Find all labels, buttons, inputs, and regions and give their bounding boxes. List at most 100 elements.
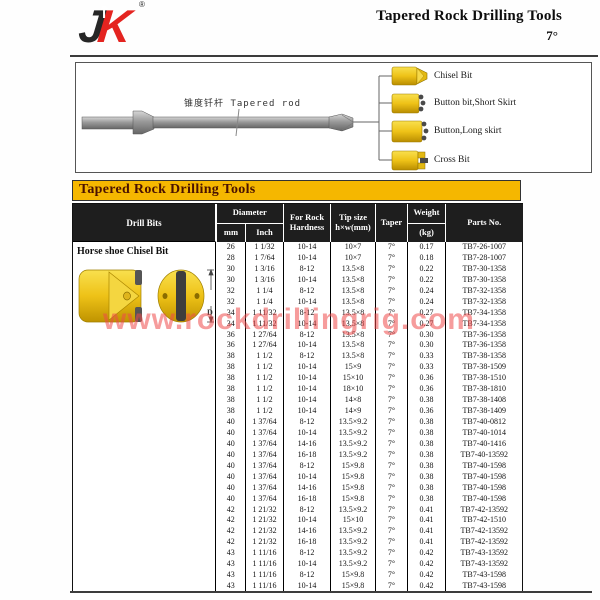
col-header-diameter: Diameter [216,204,284,224]
table-cell: 43 [226,581,235,591]
table-cell: 7° [375,449,408,461]
table-cell: 0.30 [407,340,446,352]
table-cell: 0.41 [407,504,446,516]
table-cell: 8-12 [283,307,331,319]
table-cell: 0.24 [407,296,446,308]
table-row: 32 1 1/4 8-12 13.5×8 7° 0.24 TB7-32-1358 [217,285,523,297]
dimension-line [207,268,214,324]
table-row: 40 1 37/64 8-12 13.5×9.2 7° 0.38 TB7-40-0812 [217,417,523,428]
table-row: 40 1 37/64 8-12 15×9.8 7° 0.38 TB7-40-1598 [217,460,523,472]
table-cell: 10×7 [330,252,376,264]
table-cell: 15×9.8 [330,460,376,472]
table-cell: 15×9.8 [330,581,376,592]
table-cell: 1 1/2 [244,406,284,417]
table-cell: 10-14 [283,340,331,352]
table-cell: TB7-32-1358 [445,285,523,297]
tapered-rod-drawing [81,66,429,171]
table-cell: 15×10 [330,373,376,385]
table-cell: 38 [226,395,235,405]
table-row: 38 1 1/2 10-14 15×9 7° 0.33 TB7-38-1509 [217,362,523,374]
table-cell: 7° [375,548,408,560]
col-header-mm: mm [216,223,246,242]
table-cell: 16-18 [283,493,331,505]
table-cell: TB7-42-1510 [445,515,523,527]
table-cell: 0.38 [407,460,446,472]
table-cell: 8-12 [283,351,331,363]
table-row: 38 1 1/2 8-12 13.5×8 7° 0.33 TB7-38-1358 [217,351,523,363]
table-cell: 7° [375,493,408,505]
table-cell: 38 [226,373,235,383]
table-cell: 10-14 [283,406,331,417]
table-row: 38 1 1/2 10-14 14×8 7° 0.38 TB7-38-1408 [217,395,523,407]
table-cell: 13.5×9.2 [330,449,376,461]
table-cell: TB7-38-1509 [445,362,523,374]
table-row: 38 1 1/2 10-14 15×10 7° 0.36 TB7-38-1510 [217,373,523,385]
bit-front-view [157,269,205,323]
bit-side-view [78,269,142,323]
table-row: 42 1 21/32 10-14 15×10 7° 0.41 TB7-42-1510 [217,515,523,527]
table-cell: 15×9.8 [330,570,376,582]
table-cell: 1 1/2 [244,362,284,374]
table-row: 26 1 1/32 10-14 10×7 7° 0.17 TB7-26-1007 [217,242,523,253]
table-cell: 10-14 [283,373,331,385]
table-cell: 0.38 [407,482,446,494]
table-cell: 8-12 [283,285,331,297]
table-cell: 1 1/2 [244,373,284,385]
table-cell: 13.5×9.2 [330,504,376,516]
table-cell: TB7-43-13592 [445,548,523,560]
table-cell: 0.33 [407,351,446,363]
table-cell: 0.27 [407,307,446,319]
table-cell: 1 37/64 [244,471,284,483]
table-cell: 0.42 [407,548,446,560]
table-cell: 0.33 [407,362,446,374]
table-cell: 18×10 [330,384,376,396]
table-cell: 14-16 [283,482,331,494]
bit-label-chisel: Chisel Bit [434,71,473,81]
taper-angle-subtitle: 7° [546,28,558,43]
title-block: Tapered Rock Drilling Tools 7° [376,8,562,44]
table-row: 40 1 37/64 16-18 15×9.8 7° 0.38 TB7-40-1598 [217,493,523,505]
table-cell: 7° [375,351,408,363]
table-cell: 40 [226,427,235,437]
table-cell: 7° [375,559,408,571]
table-cell: TB7-40-1598 [445,493,523,505]
table-cell: TB7-34-1358 [445,318,523,330]
table-cell: 15×9 [330,362,376,374]
table-cell: 7° [375,384,408,396]
table-row: 42 1 21/32 8-12 13.5×9.2 7° 0.41 TB7-42-13592 [217,504,523,516]
rod-label-english: Tapered rod [230,99,302,109]
table-cell: 1 37/64 [244,460,284,472]
table-cell: 1 11/16 [244,548,284,560]
table-cell: TB7-43-13592 [445,559,523,571]
table-cell: 1 3/16 [244,263,284,275]
table-cell: 7° [375,581,408,592]
table-row: 40 1 37/64 14-16 13.5×9.2 7° 0.38 TB7-40-1416 [217,438,523,450]
table-cell: 13.5×8 [330,307,376,319]
header-divider [70,55,598,57]
table-cell: TB7-42-13592 [445,504,523,516]
table-row: 42 1 21/32 14-16 13.5×9.2 7° 0.41 TB7-42-13592 [217,526,523,538]
table-cell: 7° [375,537,408,549]
table-cell: 7° [375,307,408,319]
table-cell: 0.24 [407,285,446,297]
chisel-bit-icon [391,66,428,86]
table-cell: 1 1/2 [244,384,284,396]
table-cell: 7° [375,318,408,330]
table-cell: 1 21/32 [244,504,284,516]
table-cell: 36 [226,329,235,339]
table-cell: 13.5×8 [330,285,376,297]
diameter-dimension-label: D [207,308,213,317]
table-cell: 43 [226,570,235,580]
table-cell: TB7-40-1598 [445,460,523,472]
tip-size-line1: Tip size [339,212,367,223]
button-bit-short-skirt-icon [391,93,426,114]
table-cell: 1 11/16 [244,570,284,582]
spec-table-head: Diameter For Rock Hardness Tip size h×w(mm… [216,204,523,242]
table-cell: 38 [226,384,235,394]
table-row: 32 1 1/4 10-14 13.5×8 7° 0.24 TB7-32-1358 [217,296,523,308]
table-cell: TB7-30-1358 [445,263,523,275]
table-cell: 1 21/32 [244,515,284,527]
table-row: 30 1 3/16 8-12 13.5×8 7° 0.22 TB7-30-1358 [217,263,523,275]
table-cell: 7° [375,362,408,374]
